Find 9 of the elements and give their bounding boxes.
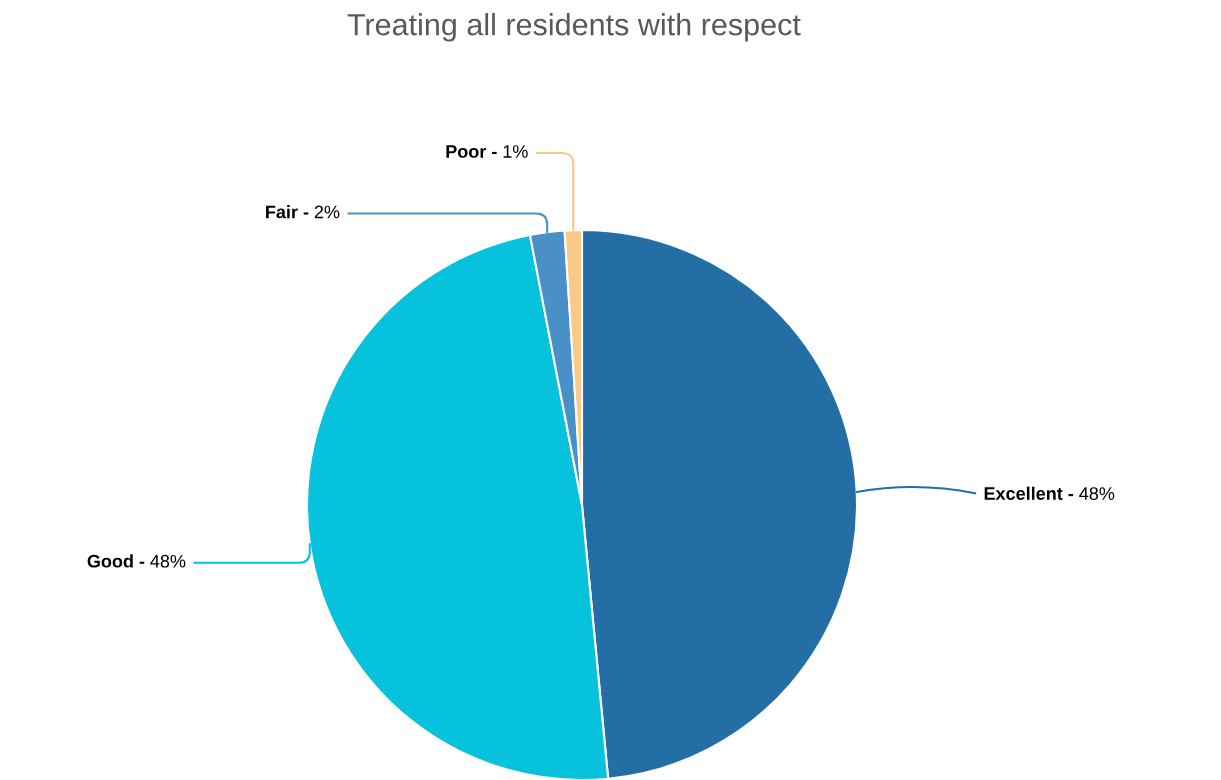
data-label: 48%	[1079, 487, 1115, 500]
slice-label: Good -	[87, 554, 145, 568]
slice-label: Excellent -	[984, 486, 1074, 500]
slice-label: Poor -	[446, 145, 497, 158]
data-label: 48%	[150, 554, 186, 568]
data-label: 1%	[503, 145, 528, 158]
slice-label: Fair -	[266, 205, 309, 219]
data-label: 2%	[314, 205, 340, 219]
chart-title: Treating all residents with respect	[347, 13, 801, 42]
